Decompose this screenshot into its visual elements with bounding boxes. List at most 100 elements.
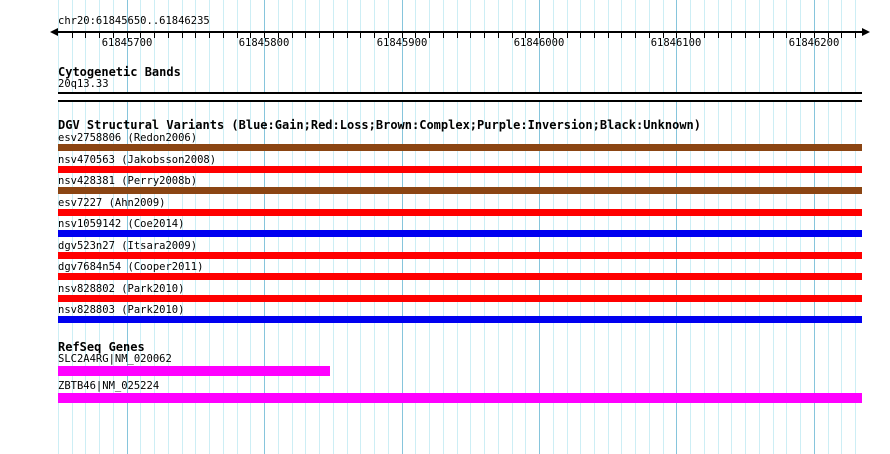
gridline-minor xyxy=(333,0,334,454)
variant-label: nsv828802 (Park2010) xyxy=(58,283,185,295)
variant-label: dgv7684n54 (Cooper2011) xyxy=(58,261,204,273)
variant-bar[interactable] xyxy=(58,209,862,216)
ruler-tick xyxy=(402,33,403,38)
gridline-minor xyxy=(72,0,73,454)
ruler-tick xyxy=(512,33,513,38)
ruler-tick xyxy=(99,33,100,38)
region-title: chr20:61845650..61846235 xyxy=(58,15,210,27)
gridline-minor xyxy=(718,0,719,454)
ruler-tick xyxy=(800,33,801,38)
gridline-minor xyxy=(85,0,86,454)
variant-bar[interactable] xyxy=(58,252,862,259)
ruler-tick xyxy=(168,33,169,38)
gridline-major xyxy=(814,0,815,454)
gridline-minor xyxy=(347,0,348,454)
ruler-tick xyxy=(759,33,760,38)
gene-label: ZBTB46|NM_025224 xyxy=(58,380,160,392)
gridline-minor xyxy=(209,0,210,454)
cytogenetic-bands-header: Cytogenetic Bands xyxy=(58,65,181,79)
ruler-tick xyxy=(841,33,842,38)
ruler-tick xyxy=(374,33,375,38)
gridline-minor xyxy=(237,0,238,454)
gridline-minor xyxy=(608,0,609,454)
gridline-minor xyxy=(800,0,801,454)
variant-bar[interactable] xyxy=(58,187,862,194)
ruler-tick xyxy=(704,33,705,38)
gridline-minor xyxy=(786,0,787,454)
ruler-tick xyxy=(594,33,595,38)
gridline-minor xyxy=(498,0,499,454)
variant-bar[interactable] xyxy=(58,273,862,280)
variant-label: esv7227 (Ahn2009) xyxy=(58,197,166,209)
ruler-tick xyxy=(182,33,183,38)
ruler-tick xyxy=(553,33,554,38)
ruler-tick xyxy=(663,33,664,38)
gridline-minor xyxy=(319,0,320,454)
gridline-minor xyxy=(223,0,224,454)
ruler-tick xyxy=(388,33,389,38)
gridline-minor xyxy=(58,0,59,454)
gridline-minor xyxy=(525,0,526,454)
gene-bar[interactable] xyxy=(58,366,330,376)
ruler-tick xyxy=(690,33,691,38)
ruler-tick xyxy=(305,33,306,38)
variant-bar[interactable] xyxy=(58,144,862,151)
gridline-minor xyxy=(621,0,622,454)
gridline-major xyxy=(676,0,677,454)
dgv-variants-header: DGV Structural Variants (Blue:Gain;Red:L… xyxy=(58,118,701,132)
ruler-tick-label: 61846200 xyxy=(788,37,840,49)
ruler-tick xyxy=(814,33,815,38)
ruler-tick xyxy=(498,33,499,38)
variant-bar[interactable] xyxy=(58,230,862,237)
gridline-minor xyxy=(745,0,746,454)
gridline-minor xyxy=(140,0,141,454)
gridline-minor xyxy=(415,0,416,454)
gridline-major xyxy=(539,0,540,454)
ruler-tick xyxy=(457,33,458,38)
gridline-minor xyxy=(388,0,389,454)
ruler-left-arrow-icon xyxy=(50,28,58,36)
variant-label: nsv828803 (Park2010) xyxy=(58,304,185,316)
ruler-tick xyxy=(580,33,581,38)
ruler-tick xyxy=(85,33,86,38)
ruler-tick xyxy=(731,33,732,38)
ruler-tick xyxy=(649,33,650,38)
gridline-minor xyxy=(278,0,279,454)
variant-label: dgv523n27 (Itsara2009) xyxy=(58,240,198,252)
gridline-minor xyxy=(512,0,513,454)
variant-bar[interactable] xyxy=(58,316,862,323)
gridline-minor xyxy=(773,0,774,454)
ruler-tick-label: 61845900 xyxy=(376,37,428,49)
gridline-minor xyxy=(649,0,650,454)
ruler-tick xyxy=(635,33,636,38)
cytoband-rect[interactable] xyxy=(58,92,862,102)
gridline-minor xyxy=(360,0,361,454)
ruler-tick xyxy=(223,33,224,38)
gene-bar[interactable] xyxy=(58,393,862,403)
variant-bar[interactable] xyxy=(58,166,862,173)
ruler-tick-label: 61846100 xyxy=(650,37,702,49)
gridline-minor xyxy=(470,0,471,454)
gridline-minor xyxy=(553,0,554,454)
ruler-tick xyxy=(718,33,719,38)
ruler-tick xyxy=(278,33,279,38)
variant-bar[interactable] xyxy=(58,295,862,302)
gridline-minor xyxy=(429,0,430,454)
ruler-baseline xyxy=(58,31,862,33)
gridline-minor xyxy=(731,0,732,454)
gridline-major xyxy=(402,0,403,454)
ruler-tick xyxy=(154,33,155,38)
gridline-minor xyxy=(374,0,375,454)
ruler-tick xyxy=(621,33,622,38)
gridline-minor xyxy=(635,0,636,454)
gridline-major xyxy=(127,0,128,454)
ruler-tick xyxy=(209,33,210,38)
gridline-minor xyxy=(704,0,705,454)
ruler-tick xyxy=(855,33,856,38)
gridline-minor xyxy=(841,0,842,454)
variant-label: nsv428381 (Perry2008b) xyxy=(58,175,198,187)
ruler-tick xyxy=(250,33,251,38)
ruler-tick-label: 61845800 xyxy=(238,37,290,49)
ruler-tick xyxy=(443,33,444,38)
